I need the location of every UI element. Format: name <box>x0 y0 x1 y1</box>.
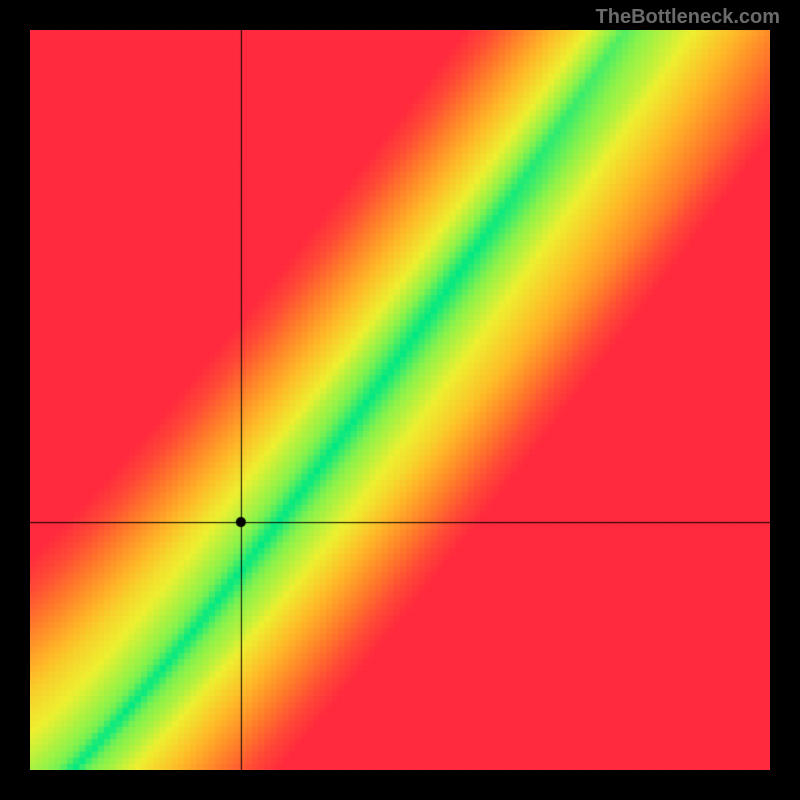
heatmap-plot <box>30 30 770 770</box>
frame-right <box>770 0 800 800</box>
watermark-text: TheBottleneck.com <box>596 6 780 29</box>
frame-left <box>0 0 30 800</box>
heatmap-canvas <box>30 30 770 770</box>
frame-bottom <box>0 770 800 800</box>
chart-container: TheBottleneck.com <box>0 0 800 800</box>
